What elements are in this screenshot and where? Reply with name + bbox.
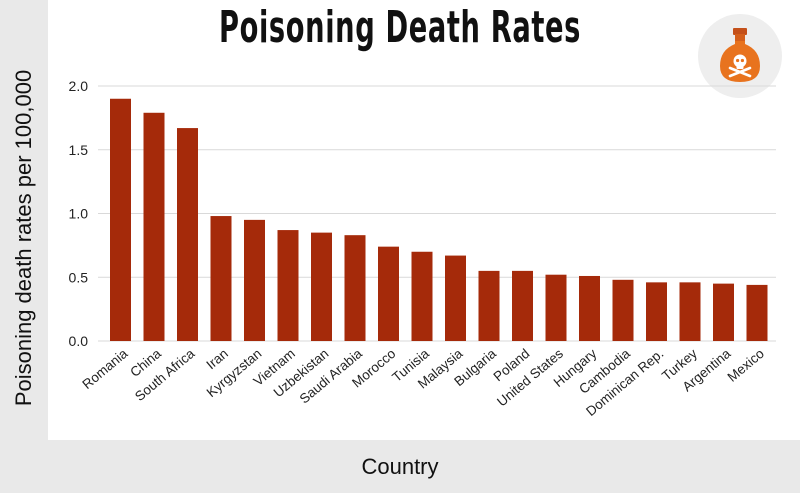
bar-kyrgyzstan — [244, 219, 265, 341]
y-tick-label: 1.5 — [69, 142, 89, 158]
bar-uzbekistan — [311, 232, 332, 341]
bar-bulgaria — [478, 270, 500, 341]
gridlines — [98, 85, 776, 342]
bar-poland — [512, 270, 533, 341]
poison-badge — [698, 14, 782, 98]
bar-mexico — [746, 284, 768, 341]
y-tick-labels: 0.0 0.5 1.0 1.5 2.0 — [69, 78, 89, 349]
bar-china — [143, 112, 165, 342]
x-tick-label: Romania — [79, 345, 130, 392]
bar-romania — [110, 98, 131, 341]
bar-united-states — [545, 274, 567, 341]
y-axis-label-band — [0, 0, 48, 440]
bar-south-africa — [177, 128, 198, 341]
bar-iran — [210, 216, 232, 341]
bars — [110, 98, 768, 342]
bar-hungary — [579, 275, 600, 341]
x-axis-label: Country — [361, 454, 439, 479]
bar-morocco — [378, 246, 399, 341]
bar-argentina — [713, 283, 734, 341]
bar-malaysia — [445, 255, 466, 341]
chart-title: Poisoning Death Rates — [218, 2, 582, 53]
bar-dominican-rep — [646, 282, 667, 341]
y-tick-label: 1.0 — [69, 206, 89, 222]
bar-turkey — [679, 282, 701, 341]
bar-vietnam — [277, 230, 299, 341]
y-tick-label: 0.0 — [69, 333, 89, 349]
bar-cambodia — [612, 279, 634, 341]
x-axis-label-band — [0, 440, 800, 493]
x-tick-label: Mexico — [725, 346, 767, 385]
bar-saudi-arabia — [344, 235, 366, 341]
y-tick-label: 0.5 — [69, 269, 89, 285]
poison-bottle-icon — [720, 28, 760, 82]
y-tick-label: 2.0 — [69, 78, 89, 94]
bar-tunisia — [411, 251, 433, 341]
